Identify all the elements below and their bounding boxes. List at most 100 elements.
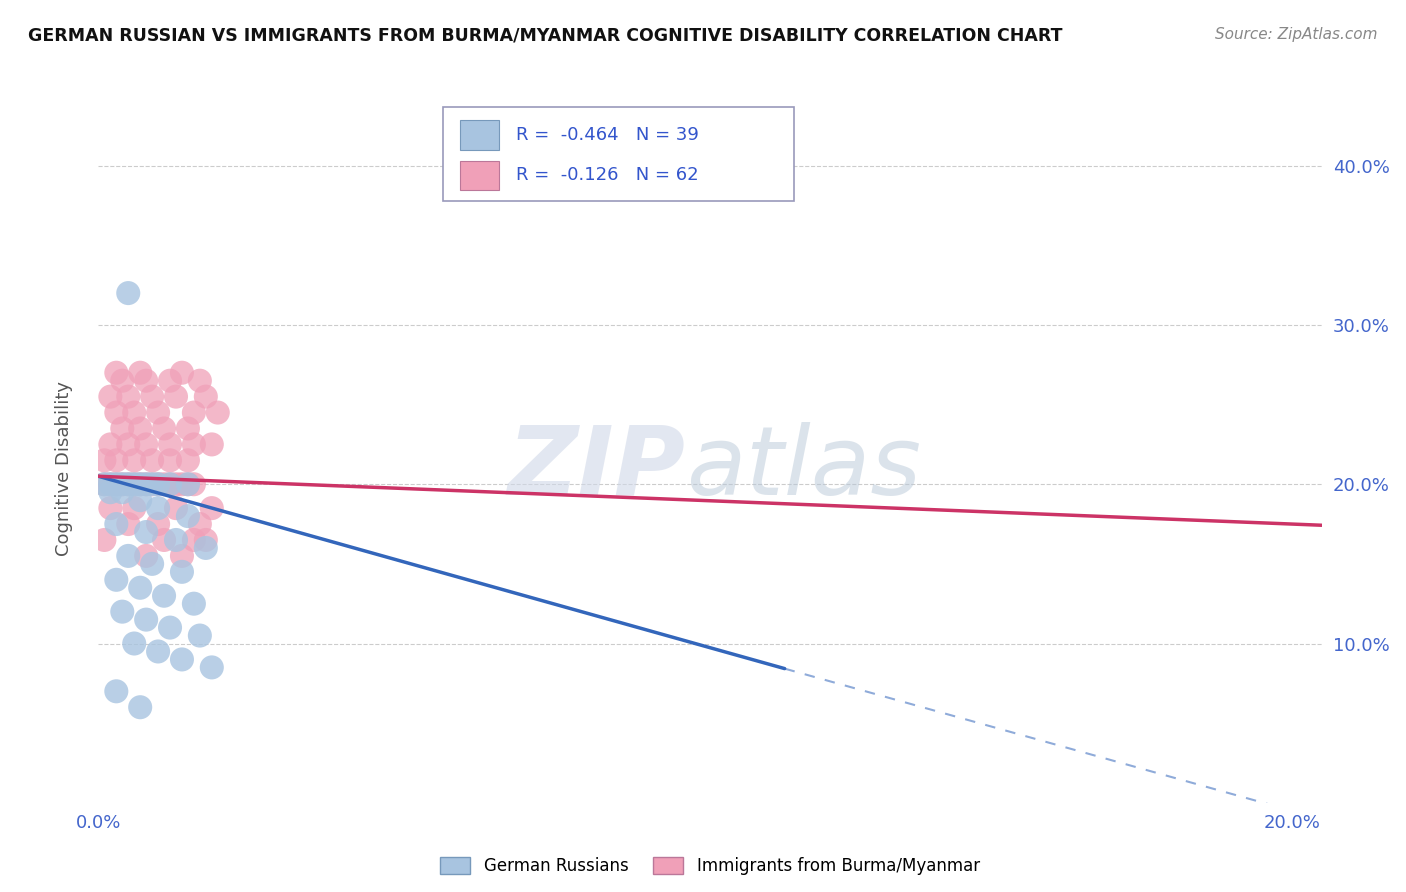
Point (105, 573, 128, 587)
Point (93, 477, 115, 491)
Point (177, 477, 200, 491)
Point (129, 493, 152, 508)
Point (170, 366, 193, 380)
Point (105, 406, 128, 420)
Point (117, 437, 139, 451)
Point (105, 684, 128, 698)
Point (93, 533, 115, 547)
Point (153, 533, 176, 547)
Point (105, 477, 128, 491)
Point (183, 597, 205, 611)
Point (117, 477, 139, 491)
Point (98, 477, 121, 491)
Point (111, 421, 134, 435)
Point (122, 636, 145, 650)
Point (141, 557, 163, 571)
Legend: German Russians, Immigrants from Burma/Myanmar: German Russians, Immigrants from Burma/M… (433, 850, 987, 881)
Point (129, 421, 152, 435)
Point (98, 485, 121, 500)
Point (141, 477, 163, 491)
Point (98, 477, 121, 491)
Point (165, 501, 187, 516)
Point (117, 477, 139, 491)
Point (165, 533, 187, 547)
Point (135, 613, 157, 627)
Point (170, 565, 193, 579)
Point (111, 477, 134, 491)
Point (159, 453, 181, 467)
Point (141, 477, 163, 491)
Point (146, 477, 169, 491)
Point (105, 517, 128, 532)
Text: GERMAN RUSSIAN VS IMMIGRANTS FROM BURMA/MYANMAR COGNITIVE DISABILITY CORRELATION: GERMAN RUSSIAN VS IMMIGRANTS FROM BURMA/… (28, 27, 1063, 45)
Point (153, 477, 176, 491)
Point (129, 366, 152, 380)
Point (177, 421, 200, 435)
Point (135, 524, 157, 539)
Point (153, 589, 176, 603)
Point (146, 406, 169, 420)
Point (165, 477, 187, 491)
Text: R =  -0.464   N = 39: R = -0.464 N = 39 (516, 126, 699, 145)
Point (117, 390, 139, 404)
Point (117, 549, 139, 563)
Point (165, 390, 187, 404)
Point (194, 390, 217, 404)
Point (177, 477, 200, 491)
Point (194, 541, 217, 555)
Point (159, 621, 181, 635)
Text: R =  -0.126   N = 62: R = -0.126 N = 62 (516, 166, 699, 185)
Point (188, 517, 211, 532)
Point (177, 453, 200, 467)
Point (111, 485, 134, 500)
Point (141, 453, 163, 467)
Point (122, 477, 145, 491)
Point (207, 406, 229, 420)
Point (177, 509, 200, 524)
Point (122, 406, 145, 420)
Point (135, 437, 157, 451)
Point (117, 517, 139, 532)
Y-axis label: Cognitive Disability: Cognitive Disability (55, 381, 73, 556)
Point (159, 374, 181, 388)
Point (146, 517, 169, 532)
Point (146, 477, 169, 491)
Point (135, 374, 157, 388)
Point (98, 501, 121, 516)
Point (183, 406, 205, 420)
Point (135, 549, 157, 563)
Point (194, 533, 217, 547)
Point (135, 477, 157, 491)
Point (105, 366, 128, 380)
Point (111, 374, 134, 388)
Point (159, 477, 181, 491)
Point (183, 477, 205, 491)
Point (111, 477, 134, 491)
Point (117, 286, 139, 301)
Point (201, 437, 224, 451)
Point (159, 477, 181, 491)
Point (129, 700, 152, 714)
Point (111, 605, 134, 619)
Point (159, 437, 181, 451)
Point (105, 477, 128, 491)
Point (122, 453, 145, 467)
Point (93, 477, 115, 491)
Point (122, 501, 145, 516)
Point (153, 421, 176, 435)
Point (183, 533, 205, 547)
Point (201, 501, 224, 516)
Point (105, 453, 128, 467)
Point (146, 644, 169, 658)
Point (122, 477, 145, 491)
Point (170, 549, 193, 563)
Text: ZIP: ZIP (508, 422, 686, 515)
Text: Source: ZipAtlas.com: Source: ZipAtlas.com (1215, 27, 1378, 42)
Point (170, 477, 193, 491)
Point (129, 581, 152, 595)
Text: atlas: atlas (686, 422, 921, 515)
Point (188, 374, 211, 388)
Point (188, 628, 211, 642)
Point (129, 477, 152, 491)
Point (141, 390, 163, 404)
